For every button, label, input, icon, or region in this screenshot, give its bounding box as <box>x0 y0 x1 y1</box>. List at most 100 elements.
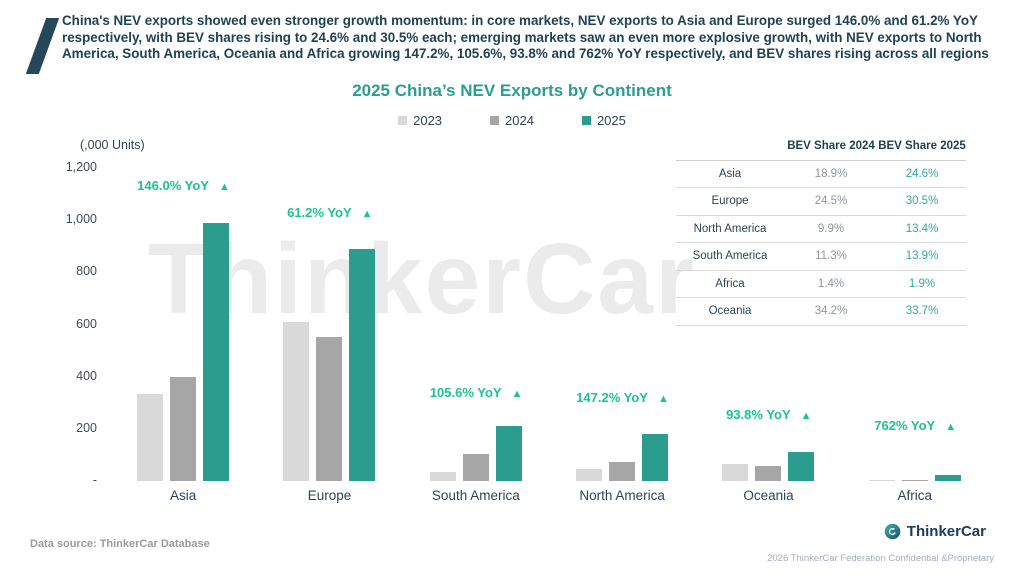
bar-2023 <box>283 321 310 481</box>
x-axis-label: Africa <box>897 488 933 503</box>
table-share-2024-cell: 34.2% <box>814 305 848 318</box>
bar-2025 <box>934 475 961 481</box>
yoy-label: 105.6% YoY ▲ <box>403 385 550 400</box>
table-region-cell: Asia <box>718 167 742 180</box>
bar-2023 <box>722 464 749 481</box>
legend-swatch-icon <box>490 116 500 125</box>
table-region-cell: South America <box>692 250 768 263</box>
headline: China's NEV exports showed even stronger… <box>62 13 989 62</box>
bar-2024 <box>901 480 928 481</box>
x-axis-label: North America <box>579 488 665 503</box>
bar-2025 <box>495 426 522 481</box>
x-axis-labels: Asia Europe South America North America Ocea… <box>110 488 988 503</box>
bar-2023 <box>429 471 456 481</box>
up-triangle-icon: ▲ <box>511 388 523 401</box>
yoy-label: 147.2% YoY ▲ <box>549 390 696 405</box>
table-region-cell: North America <box>693 222 767 235</box>
table-share-2025-cell: 33.7% <box>905 305 939 318</box>
table-col-header: BEV Share 2025 <box>878 140 966 153</box>
brand-logo: ThinkerCar <box>884 523 986 540</box>
up-triangle-icon: ▲ <box>800 410 812 423</box>
bar-group <box>403 168 549 481</box>
bar-2025 <box>788 452 815 481</box>
bar-plot <box>110 168 988 481</box>
y-axis-tick: - <box>92 473 97 487</box>
legend-item: 2024 <box>490 113 534 128</box>
table-share-2025-cell: 13.9% <box>905 250 939 263</box>
legend-label: 2023 <box>413 113 443 128</box>
table-row: Africa 1.4% 1.9% <box>676 271 966 298</box>
table-row: Europe 24.5% 30.5% <box>676 188 966 216</box>
bar-group <box>110 168 256 481</box>
yoy-text: 762% YoY <box>874 418 936 433</box>
axis-unit-label: (,000 Units) <box>80 138 145 152</box>
data-source: Data source: ThinkerCar Database <box>30 538 210 550</box>
yoy-text: 61.2% YoY <box>287 204 352 220</box>
table-row: North America 9.9% 13.4% <box>676 216 966 243</box>
y-axis-tick: 1,000 <box>65 212 97 227</box>
table-share-2024-cell: 24.5% <box>814 195 848 208</box>
y-axis-tick: 800 <box>76 264 97 279</box>
bar-2025 <box>642 433 669 481</box>
table-row: Asia 18.9% 24.6% <box>676 161 966 188</box>
x-axis-label: South America <box>431 488 520 503</box>
yoy-text: 147.2% YoY <box>576 389 648 405</box>
yoy-label: 146.0% YoY ▲ <box>110 178 257 193</box>
table-row: South America 11.3% 13.9% <box>676 243 966 271</box>
table-share-2025-cell: 13.4% <box>905 222 939 235</box>
yoy-text: 93.8% YoY <box>726 407 791 423</box>
yoy-label: 762% YoY ▲ <box>842 418 989 433</box>
legend-label: 2025 <box>596 113 626 128</box>
table-col-header: BEV Share 2024 <box>787 140 875 153</box>
table-region-cell: Oceania <box>708 305 752 318</box>
bar-group <box>549 168 695 481</box>
bar-2025 <box>203 222 230 481</box>
legend-swatch-icon <box>581 116 591 125</box>
table-share-2024-cell: 18.9% <box>814 167 848 180</box>
table-share-2024-cell: 1.4% <box>817 277 845 290</box>
y-axis-tick: 600 <box>76 316 97 331</box>
bar-2024 <box>170 376 197 481</box>
yoy-text: 105.6% YoY <box>429 385 502 401</box>
brand-name: ThinkerCar <box>906 523 986 540</box>
bev-share-table: BEV Share 2024 BEV Share 2025 Asia 18.9% 24.… <box>676 133 966 326</box>
bar-2023 <box>137 393 164 481</box>
y-axis: 1,200 1,000 800 600 400 200 - <box>38 160 97 487</box>
table-region-cell: Africa <box>715 277 745 290</box>
table-row: Oceania 34.2% 33.7% <box>676 298 966 326</box>
y-axis-tick: 1,200 <box>65 160 97 174</box>
legend-label: 2024 <box>505 113 534 128</box>
table-share-2024-cell: 9.9% <box>817 222 845 235</box>
x-axis-label: Oceania <box>743 488 794 503</box>
bar-group <box>842 168 988 481</box>
table-share-2025-cell: 24.6% <box>905 167 939 180</box>
x-axis-label: Europe <box>307 488 352 503</box>
table-share-2025-cell: 30.5% <box>905 195 939 208</box>
legend-item: 2025 <box>581 113 626 128</box>
bar-2023 <box>576 469 603 481</box>
bar-2023 <box>868 480 895 481</box>
x-axis-label: Asia <box>170 488 197 503</box>
table-share-2025-cell: 1.9% <box>908 277 936 290</box>
bar-2025 <box>349 248 376 481</box>
yoy-text: 146.0% YoY <box>137 177 209 193</box>
bar-group <box>256 168 402 481</box>
yoy-label: 61.2% YoY ▲ <box>256 205 403 220</box>
y-axis-tick: 400 <box>76 368 97 383</box>
thinkercar-logo-icon <box>884 523 901 540</box>
y-axis-tick: 200 <box>76 420 97 435</box>
table-share-2024-cell: 11.3% <box>815 250 847 263</box>
up-triangle-icon: ▲ <box>945 421 957 433</box>
table-header-row: BEV Share 2024 BEV Share 2025 <box>676 133 966 161</box>
confidential-note: 2026 ThinkerCar Federation Confidential … <box>767 553 994 564</box>
chart-legend: 2023 2024 2025 <box>0 113 1024 128</box>
bar-2024 <box>462 453 489 481</box>
up-triangle-icon: ▲ <box>218 180 230 193</box>
bar-2024 <box>609 462 636 481</box>
legend-item: 2023 <box>398 113 442 128</box>
table-region-cell: Europe <box>711 195 749 208</box>
up-triangle-icon: ▲ <box>657 392 669 405</box>
up-triangle-icon: ▲ <box>361 207 373 220</box>
bar-group <box>695 168 841 481</box>
